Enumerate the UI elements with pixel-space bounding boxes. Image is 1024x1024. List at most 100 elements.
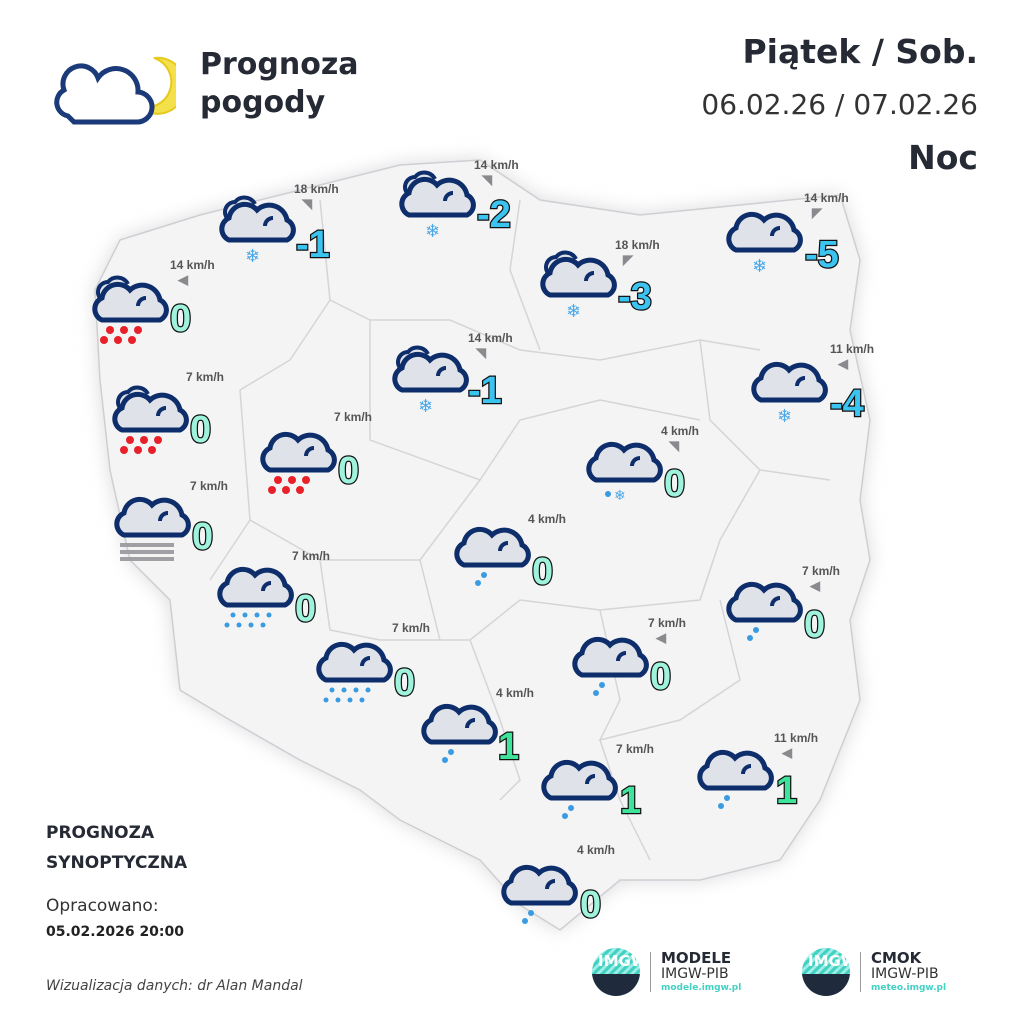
arrow-left-icon: ◀ — [782, 745, 792, 760]
cloudy-snow-icon: ❄ — [722, 200, 812, 284]
forecast-period: Noc — [908, 138, 978, 177]
wind-speed-label: 7 km/h — [802, 564, 841, 578]
wind-speed: 14 km/h ◤ — [804, 191, 849, 220]
wind-speed: 7 km/h ◀ — [648, 616, 686, 645]
wind-speed-label: 7 km/h — [334, 410, 373, 424]
svg-text:❄: ❄ — [418, 396, 433, 417]
wind-speed-label: 11 km/h — [830, 342, 875, 356]
arrow-left-icon: ◀ — [656, 630, 666, 645]
imgw-logo-mark: IMGW — [592, 948, 640, 996]
none-icon — [496, 700, 534, 714]
cloudy-drizzle-icon — [693, 738, 783, 822]
temperature-value: 0 — [579, 884, 603, 926]
svg-text:❄: ❄ — [245, 246, 260, 267]
wind-speed-label: 7 km/h — [292, 549, 331, 563]
svg-text:❄: ❄ — [777, 406, 792, 427]
svg-text:❄: ❄ — [425, 221, 440, 242]
svg-text:❄: ❄ — [614, 488, 626, 504]
wind-speed: 18 km/h ◥ — [294, 182, 339, 211]
wind-speed: 7 km/h — [392, 621, 430, 649]
cloudy-rain-icon — [312, 630, 402, 714]
svg-text:❄: ❄ — [752, 256, 767, 277]
wind-speed: 11 km/h ◀ — [830, 342, 875, 371]
wind-speed-label: 7 km/h — [616, 742, 655, 756]
wind-speed: 4 km/h — [577, 843, 615, 871]
temperature-value: -1 — [295, 224, 331, 266]
cloudy-drizzle-icon — [537, 748, 627, 832]
cloudy-drizzle-icon — [568, 625, 658, 709]
province-borders — [209, 199, 831, 861]
wind-speed-label: 14 km/h — [474, 158, 519, 172]
arrow-left-icon: ◀ — [838, 356, 848, 371]
cloudy-rain-icon — [213, 555, 303, 639]
partly-cloudy-rain-heavy-icon — [108, 380, 198, 464]
wind-speed: 7 km/h — [186, 370, 224, 398]
partly-cloudy-snow-icon: ❄ — [388, 340, 478, 424]
wind-speed-label: 11 km/h — [774, 731, 819, 745]
temperature-value: 0 — [663, 463, 687, 505]
arrow-up-right-icon: ◥ — [482, 172, 492, 187]
temperature-value: 0 — [531, 551, 555, 593]
none-icon — [292, 563, 330, 577]
logo-modele[interactable]: IMGW MODELE IMGW-PIB modele.imgw.pl — [592, 948, 741, 996]
none-icon — [616, 756, 654, 770]
wind-speed: 7 km/h — [334, 410, 372, 438]
wind-speed-label: 4 km/h — [577, 843, 616, 857]
cloudy-drizzle-icon — [722, 570, 812, 654]
none-icon — [528, 526, 566, 540]
cloudy-rain-heavy-icon — [256, 420, 346, 504]
temperature-value: -5 — [804, 234, 840, 276]
cloudy-fog-icon — [110, 485, 200, 569]
wind-speed-label: 14 km/h — [804, 191, 849, 205]
temperature-value: 0 — [191, 516, 215, 558]
arrow-left-icon: ◀ — [178, 272, 188, 287]
wind-speed: 11 km/h ◀ — [774, 731, 819, 760]
wind-speed: 4 km/h — [528, 512, 566, 540]
wind-speed: 14 km/h ◥ — [474, 158, 519, 187]
cloudy-drizzle-icon — [417, 692, 507, 776]
forecast-type: PROGNOZA SYNOPTYCZNA — [46, 823, 188, 873]
temperature-value: 0 — [189, 409, 213, 451]
arrow-up-right-icon: ◥ — [476, 345, 486, 360]
none-icon — [186, 384, 224, 398]
arrow-up-right-icon: ◥ — [302, 196, 312, 211]
temperature-value: 0 — [169, 298, 193, 340]
wind-speed-label: 7 km/h — [392, 621, 431, 635]
wind-speed: 14 km/h ◥ — [468, 331, 513, 360]
none-icon — [190, 493, 228, 507]
cloudy-drizzle-icon — [450, 515, 540, 599]
cloudy-snow-icon: ❄ — [747, 350, 837, 434]
arrow-up-right-icon: ◥ — [669, 438, 679, 453]
wind-speed-label: 7 km/h — [186, 370, 225, 384]
visualization-credit: Wizualizacja danych: dr Alan Mandal — [46, 978, 303, 994]
temperature-value: 0 — [649, 656, 673, 698]
wind-speed: 7 km/h — [616, 742, 654, 770]
temperature-value: 0 — [337, 450, 361, 492]
cloud-moon-icon — [46, 48, 187, 132]
wind-speed-label: 7 km/h — [190, 479, 229, 493]
wind-speed: 14 km/h ◀ — [170, 258, 215, 287]
temperature-value: 0 — [294, 588, 318, 630]
wind-speed-label: 14 km/h — [468, 331, 513, 345]
wind-speed-label: 14 km/h — [170, 258, 215, 272]
none-icon — [577, 857, 615, 871]
none-icon — [334, 424, 372, 438]
wind-speed-label: 4 km/h — [496, 686, 535, 700]
arrow-up-left-icon: ◤ — [623, 252, 633, 267]
wind-speed: 7 km/h — [292, 549, 330, 577]
logo-cmok[interactable]: IMGW CMOK IMGW-PIB meteo.imgw.pl — [802, 948, 946, 996]
wind-speed: 7 km/h — [190, 479, 228, 507]
prepared-label: Opracowano: — [46, 896, 159, 916]
forecast-dates: 06.02.26 / 07.02.26 — [701, 88, 978, 121]
temperature-value: 0 — [803, 604, 827, 646]
prepared-date: 05.02.2026 20:00 — [46, 924, 185, 940]
temperature-value: -4 — [829, 383, 865, 425]
arrow-left-icon: ◀ — [810, 578, 820, 593]
temperature-value: -2 — [476, 194, 512, 236]
temperature-value: 1 — [619, 780, 643, 822]
arrow-up-left-icon: ◤ — [812, 205, 822, 220]
forecast-days: Piątek / Sob. — [742, 32, 979, 71]
temperature-value: 1 — [775, 770, 799, 812]
imgw-logo-mark: IMGW — [802, 948, 850, 996]
wind-speed-label: 4 km/h — [528, 512, 567, 526]
